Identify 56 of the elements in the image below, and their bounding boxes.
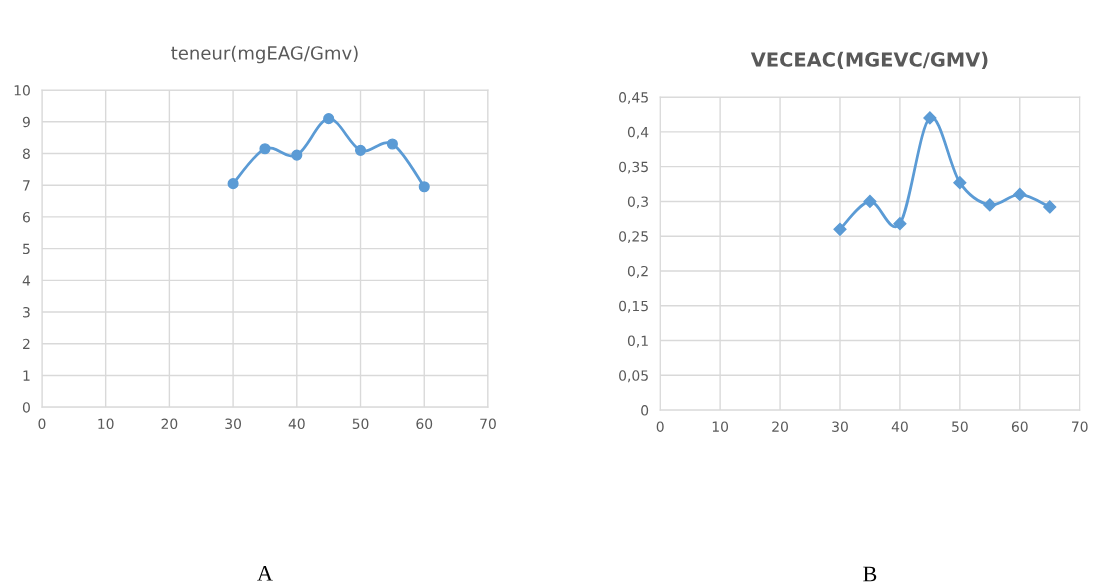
y-tick-label: 0	[641, 405, 649, 416]
x-tick-label: 30	[225, 418, 242, 430]
y-tick-label: 0,15	[619, 300, 648, 313]
chart-title: teneur(mgEAG/Gmv)	[171, 45, 358, 64]
point	[386, 138, 398, 150]
y-tick-label: 0,4	[627, 126, 649, 139]
x-tick-label: 70	[1072, 421, 1088, 432]
x-tick-label: 70	[480, 418, 496, 430]
y-tick-label: 8	[22, 148, 30, 159]
x-tick-label: 30	[832, 421, 848, 432]
x-tick-label: 40	[891, 421, 908, 432]
x-tick-label: 50	[952, 421, 968, 432]
x-tick-label: 60	[1011, 421, 1028, 432]
x-tick-label: 10	[712, 421, 729, 432]
y-tick-label: 10	[14, 85, 30, 96]
point	[1043, 200, 1057, 214]
y-tick-label: 0,25	[619, 231, 648, 244]
y-tick-label: 0	[22, 402, 30, 413]
point	[354, 144, 367, 156]
point	[1013, 187, 1027, 202]
point	[953, 176, 967, 190]
chart-title: VECEAC(MGEVC/GMV)	[750, 51, 988, 70]
point	[259, 143, 271, 155]
x-tick-label: 60	[416, 418, 433, 430]
x-tick-label: 20	[161, 418, 178, 430]
point	[227, 178, 239, 190]
point	[418, 181, 430, 193]
x-tick-label: 40	[288, 418, 305, 430]
point	[833, 222, 847, 236]
y-tick-label: 0,35	[619, 161, 648, 174]
y-tick-label: 5	[23, 243, 30, 255]
point	[893, 217, 907, 231]
point	[291, 149, 303, 161]
y-tick-label: 3	[23, 307, 30, 318]
point	[983, 198, 997, 212]
y-tick-label: 0,2	[627, 265, 648, 278]
x-tick-label: 10	[98, 418, 114, 430]
y-tick-label: 0,1	[627, 335, 648, 348]
x-tick-label: 50	[352, 418, 369, 430]
point	[923, 111, 937, 125]
point	[863, 194, 877, 209]
y-tick-label: 0,45	[619, 92, 648, 104]
y-tick-label: 1	[23, 370, 30, 381]
y-tick-label: 6	[22, 211, 30, 223]
point	[323, 113, 335, 125]
x-tick-label: 0	[38, 418, 46, 430]
y-tick-label: 9	[22, 116, 30, 128]
y-tick-label: 0,3	[627, 196, 648, 209]
x-tick-label: 20	[772, 421, 788, 432]
y-tick-label: 2	[23, 338, 30, 350]
x-tick-label: 0	[656, 421, 664, 432]
y-tick-label: 0,05	[619, 370, 648, 383]
text: A	[257, 565, 273, 581]
y-tick-label: 4	[22, 275, 31, 286]
y-tick-label: 7	[23, 180, 30, 191]
text: B	[863, 566, 877, 582]
